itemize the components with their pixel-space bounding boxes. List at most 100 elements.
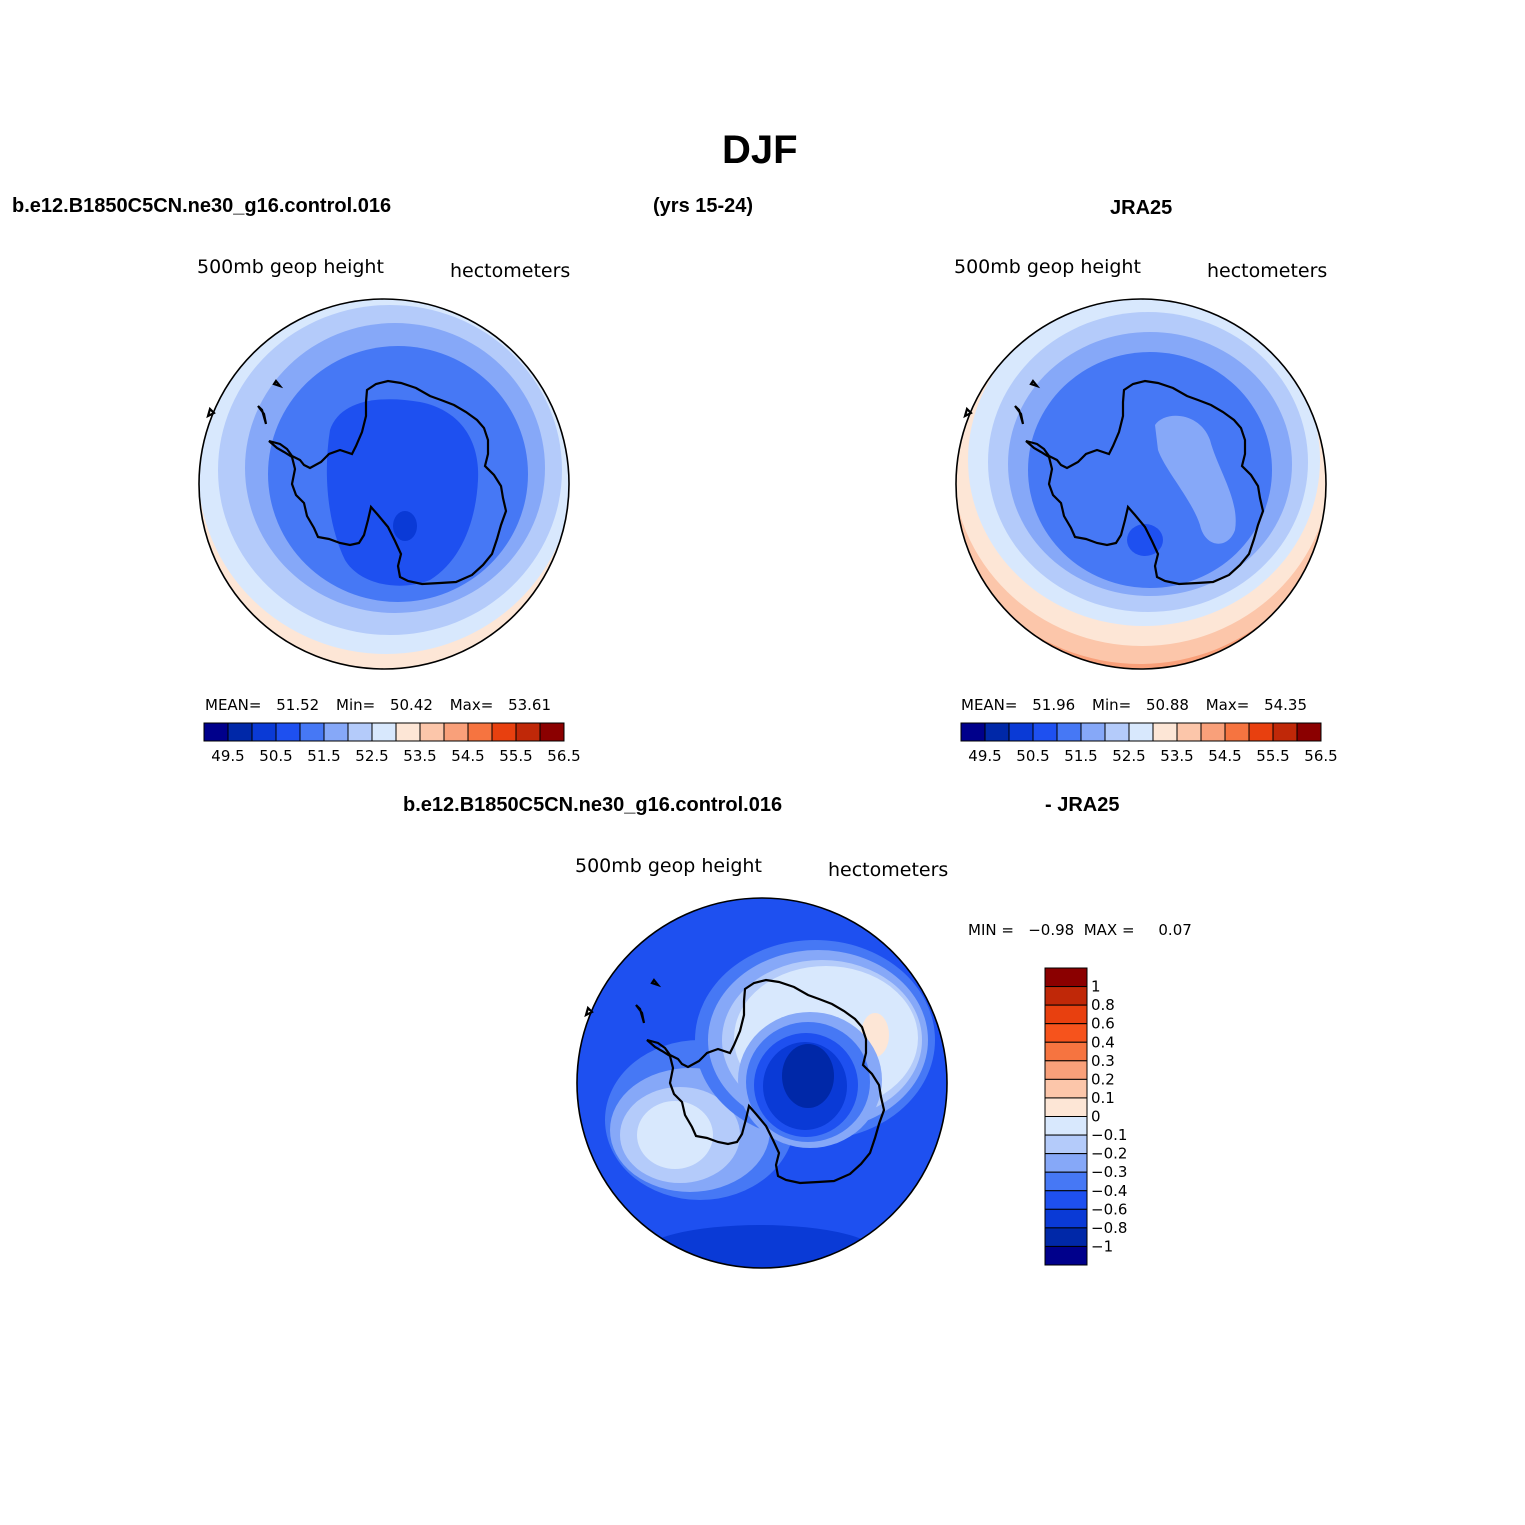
panel2-map <box>955 298 1327 670</box>
panel1-colorbar-box <box>299 722 325 742</box>
difference-colorbar-box <box>1044 1041 1088 1062</box>
panel2-colorbar-box <box>1056 722 1082 742</box>
panel1-colorbar-box <box>539 722 565 742</box>
panel2-colorbar-box <box>960 722 986 742</box>
panel2-colorbar-box <box>1296 722 1322 742</box>
figure-title: DJF <box>722 128 798 172</box>
panel1-colorbar-box <box>419 722 445 742</box>
difference-colorbar-label: −0.2 <box>1091 1145 1127 1163</box>
panel2-colorbar-label: 56.5 <box>1304 747 1337 765</box>
panel2-colorbar-box <box>1200 722 1226 742</box>
panel2-colorbar-box <box>1032 722 1058 742</box>
panel1-colorbar-box <box>347 722 373 742</box>
panel1-colorbar-box <box>371 722 397 742</box>
panel2-colorbar-box <box>1008 722 1034 742</box>
panel2-colorbar-box <box>1248 722 1274 742</box>
difference-colorbar-label: −0.8 <box>1091 1219 1127 1237</box>
panel2-mean: 51.96 <box>1032 696 1076 714</box>
panel1-colorbar-label: 51.5 <box>307 747 340 765</box>
panel2-max-label: Max= <box>1205 696 1250 714</box>
panel1-colorbar-box <box>395 722 421 742</box>
difference-colorbar-label: −0.1 <box>1091 1126 1127 1144</box>
difference-colorbar-label: −1 <box>1091 1237 1113 1255</box>
panel1-colorbar-box <box>227 722 253 742</box>
panel2-colorbar-label: 54.5 <box>1208 747 1241 765</box>
panel1-mean-label: MEAN= <box>205 696 262 714</box>
panel1-colorbar-label: 52.5 <box>355 747 388 765</box>
difference-colorbar-box <box>1044 986 1088 1006</box>
panel3-variable: 500mb geop height <box>575 855 762 877</box>
difference-colorbar-label: −0.6 <box>1091 1200 1127 1218</box>
difference-colorbar-label: 0.8 <box>1091 996 1115 1014</box>
panel2-colorbar-label: 50.5 <box>1016 747 1049 765</box>
difference-colorbar-box <box>1044 1116 1088 1136</box>
panel2-min-label: Min= <box>1092 696 1132 714</box>
panel1-colorbar-box <box>491 722 517 742</box>
difference-colorbar-box <box>1044 1023 1088 1043</box>
difference-colorbar-box <box>1044 1227 1088 1247</box>
panel1-max-label: Max= <box>449 696 494 714</box>
difference-colorbar-box <box>1044 1208 1088 1229</box>
panel2-stats: MEAN= 51.96 Min= 50.88 Max= 54.35 <box>961 696 1307 714</box>
panel1-colorbar-label: 56.5 <box>547 747 580 765</box>
panel1-colorbar-box <box>251 722 277 742</box>
difference-colorbar-box <box>1044 1245 1088 1266</box>
panel3-map <box>576 897 948 1269</box>
panel2-units: hectometers <box>1207 260 1328 282</box>
panel1-units: hectometers <box>450 260 571 282</box>
panel1-map <box>198 298 570 670</box>
difference-colorbar-label: −0.3 <box>1091 1163 1127 1181</box>
panel1-colorbar-label: 55.5 <box>499 747 532 765</box>
panel1-variable: 500mb geop height <box>197 256 384 278</box>
panel1-colorbar-box <box>323 722 349 742</box>
panel2-min: 50.88 <box>1145 696 1189 714</box>
panel1-colorbar-box <box>443 722 469 742</box>
difference-colorbar-box <box>1044 1078 1088 1099</box>
difference-colorbar-label: 0.1 <box>1091 1089 1115 1107</box>
panel1-colorbar-label: 50.5 <box>259 747 292 765</box>
reference-header: JRA25 <box>1110 197 1173 219</box>
panel2-colorbar-label: 55.5 <box>1256 747 1289 765</box>
panel3-units: hectometers <box>828 859 949 881</box>
panel2-colorbar-box <box>1128 722 1154 742</box>
model-case-header: b.e12.B1850C5CN.ne30_g16.control.016 <box>12 195 392 217</box>
panel2-max: 54.35 <box>1264 696 1308 714</box>
panel2-colorbar-box <box>1176 722 1202 742</box>
panel1-min: 50.42 <box>389 696 433 714</box>
panel2-variable: 500mb geop height <box>954 256 1141 278</box>
difference-colorbar-box <box>1044 1097 1088 1117</box>
difference-colorbar-box <box>1044 1004 1088 1025</box>
panel1-colorbar-box <box>515 722 541 742</box>
panel1-max: 53.61 <box>508 696 552 714</box>
panel2-mean-label: MEAN= <box>961 696 1018 714</box>
panel1-colorbar-box <box>467 722 493 742</box>
years-header: (yrs 15-24) <box>653 195 754 217</box>
panel1-colorbar-label: 49.5 <box>211 747 244 765</box>
panel1-colorbar-label: 53.5 <box>403 747 436 765</box>
panel2-colorbar: 49.5 50.5 51.5 52.5 53.5 54.5 55.5 56.5 <box>960 722 1338 765</box>
panel2-colorbar-box <box>1152 722 1178 742</box>
difference-colorbar-label: 0.3 <box>1091 1052 1115 1070</box>
difference-colorbar-box <box>1044 967 1088 988</box>
difference-colorbar-label: 1 <box>1091 978 1101 996</box>
panel2-colorbar-label: 53.5 <box>1160 747 1193 765</box>
panel2-colorbar-box <box>1272 722 1298 742</box>
difference-header-ref: - JRA25 <box>1045 794 1120 816</box>
difference-colorbar-box <box>1044 1153 1088 1173</box>
panel2-colorbar-box <box>1224 722 1250 742</box>
panel1-colorbar-box <box>275 722 301 742</box>
panel2-colorbar-box <box>1104 722 1130 742</box>
panel2-colorbar-box <box>1080 722 1106 742</box>
panel2-colorbar-box <box>984 722 1010 742</box>
panel1-min-label: Min= <box>336 696 376 714</box>
panel1-stats: MEAN= 51.52 Min= 50.42 Max= 53.61 <box>205 696 551 714</box>
difference-colorbar-box <box>1044 1134 1088 1155</box>
panel1-mean: 51.52 <box>276 696 320 714</box>
panel2-colorbar-label: 52.5 <box>1112 747 1145 765</box>
difference-colorbar-label: 0.6 <box>1091 1015 1115 1033</box>
difference-colorbar-label: 0.4 <box>1091 1033 1115 1051</box>
difference-colorbar-box <box>1044 1190 1088 1210</box>
difference-colorbar-label: −0.4 <box>1091 1182 1127 1200</box>
panel2-colorbar-label: 49.5 <box>968 747 1001 765</box>
